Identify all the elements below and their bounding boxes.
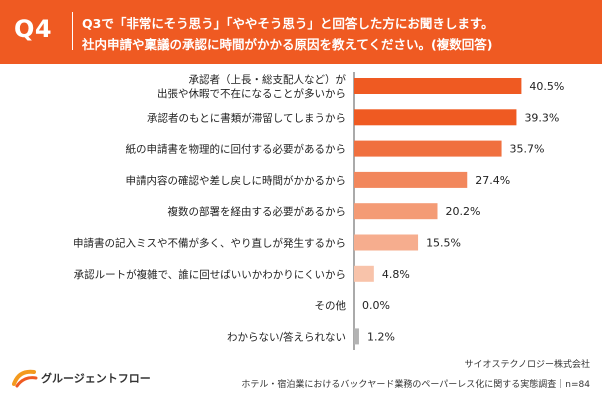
value-label-1: 40.5% <box>529 80 564 93</box>
footer-company: サイオステクノロジー株式会社 <box>464 360 590 370</box>
value-label-7: 4.8% <box>382 268 410 281</box>
bar-4 <box>354 171 468 188</box>
category-label-3: 紙の申請書を物理的に回付する必要があるから <box>126 143 347 156</box>
bar-3 <box>354 140 502 157</box>
footer-survey: ホテル・宿泊業におけるバックヤード業務のペーパーレス化に関する実態調査｜n=84 <box>241 380 590 390</box>
question-number: Q4 <box>14 15 53 43</box>
category-label-1-line1: 承認者（上長・総支配人など）が <box>189 73 347 86</box>
category-label-2: 承認者のもとに書類が滞留してしまうから <box>147 111 346 124</box>
bar-7 <box>354 265 374 282</box>
category-label-6: 申請書の記入ミスや不備が多く、やり直しが発生するから <box>73 237 346 250</box>
value-label-8: 0.0% <box>362 299 390 312</box>
value-label-6: 15.5% <box>426 237 461 250</box>
value-label-9: 1.2% <box>367 330 395 343</box>
category-label-5: 複数の部署を経由する必要があるから <box>168 205 347 218</box>
bar-5 <box>354 203 438 220</box>
category-label-4: 申請内容の確認や差し戻しに時間がかかるから <box>126 174 347 187</box>
value-label-3: 35.7% <box>510 143 545 156</box>
category-label-8: その他 <box>315 299 347 312</box>
value-label-2: 39.3% <box>524 111 559 124</box>
bar-9 <box>354 328 359 345</box>
brand-name: グルージェントフロー <box>41 372 151 385</box>
bar-1 <box>354 78 522 94</box>
bar-2 <box>354 109 517 126</box>
header-divider <box>72 12 73 50</box>
value-label-4: 27.4% <box>475 174 510 187</box>
question-header: Q4 Q3で「非常にそう思う」「ややそう思う」と回答した方にお聞きします。 社内… <box>0 0 602 64</box>
category-label-7: 承認ルートが複雑で、誰に回せばいいかわかりにくいから <box>74 268 346 281</box>
gurugent-flow-logo-icon <box>12 369 38 388</box>
brand-logo: グルージェントフロー <box>12 368 151 388</box>
question-text-line1: Q3で「非常にそう思う」「ややそう思う」と回答した方にお聞きします。 <box>82 16 494 31</box>
question-text-line2: 社内申請や稟議の承認に時間がかかる原因を教えてください。(複数回答) <box>82 37 493 52</box>
bar-6 <box>354 234 419 251</box>
category-label-1-line2: 出張や休暇で不在になることが多いから <box>157 87 346 100</box>
category-label-9: わからない/答えられない <box>227 330 346 343</box>
value-label-5: 20.2% <box>445 205 480 218</box>
